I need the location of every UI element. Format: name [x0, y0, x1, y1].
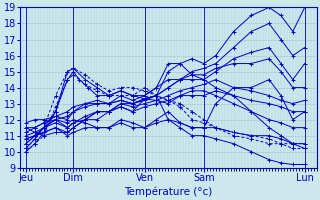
- X-axis label: Température (°c): Température (°c): [124, 186, 212, 197]
